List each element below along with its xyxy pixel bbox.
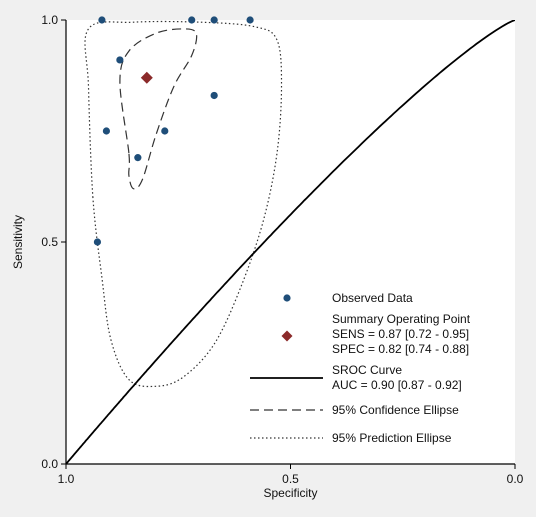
observed-data-point [134,154,142,162]
legend-sroc-label: SROC Curve [332,363,402,377]
summary-operating-point [140,71,153,84]
legend-prediction-label: 95% Prediction Ellipse [332,431,452,445]
y-axis-title: Sensitivity [11,215,25,269]
prediction-ellipse [84,20,283,388]
observed-data-point [210,91,218,100]
observed-data-point [93,238,102,246]
plot-area [66,20,515,464]
y-tick-label: 0.0 [41,457,58,471]
legend-summary-label: Summary Operating Point [332,312,471,326]
observed-data-point [210,16,218,24]
x-tick-label: 0.0 [507,472,524,486]
y-tick-label: 1.0 [41,13,58,27]
x-tick-label: 1.0 [58,472,75,486]
x-tick-label: 0.5 [282,472,299,486]
observed-data-point [161,127,169,135]
legend-auc-text: AUC = 0.90 [0.87 - 0.92] [332,378,462,392]
observed-data-point [102,127,111,135]
legend-spec-text: SPEC = 0.82 [0.74 - 0.88] [332,342,469,356]
plot-layer [66,20,515,464]
observed-data-point [116,56,124,64]
confidence-ellipse [119,28,198,190]
sroc-curve [66,20,515,464]
observed-data-point [98,16,106,24]
legend-confidence-label: 95% Confidence Ellipse [332,403,459,417]
legend-observed-label: Observed Data [332,291,413,305]
y-tick-label: 0.5 [41,235,58,249]
legend-observed-marker [283,294,291,302]
legend-summary-marker [281,330,293,342]
observed-data-point [188,16,196,24]
observed-data-point [246,16,254,24]
legend-sens-text: SENS = 0.87 [0.72 - 0.95] [332,327,469,341]
x-axis-title: Specificity [263,486,317,500]
